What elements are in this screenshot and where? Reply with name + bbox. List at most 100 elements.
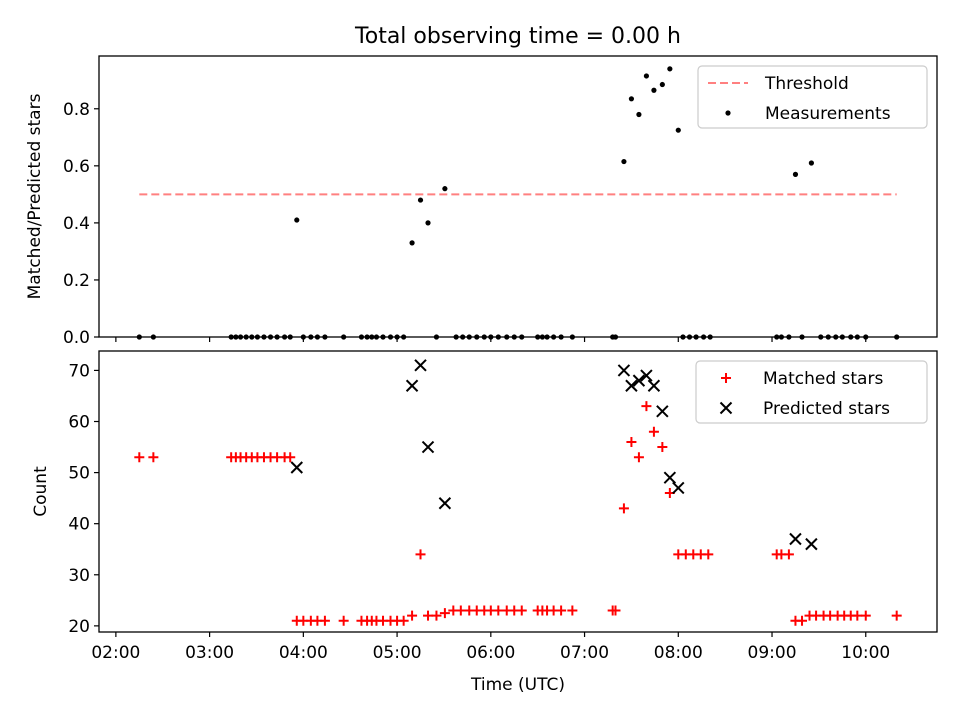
- plot-frame: [98, 350, 938, 633]
- x-tick-label: 02:00: [91, 643, 140, 663]
- y-tick-label: 40: [68, 515, 90, 535]
- legend-box: [695, 360, 928, 424]
- data-point: [703, 549, 714, 560]
- data-point: [431, 610, 442, 621]
- data-point: [805, 537, 818, 551]
- data-point: [407, 610, 418, 621]
- data-point: [493, 605, 504, 616]
- data-point: [294, 217, 300, 223]
- data-point: [797, 615, 808, 626]
- data-point: [625, 379, 638, 392]
- x-tick-label: 03:00: [185, 643, 234, 663]
- ratio-panel: 0.0 0.2 0.4 0.6 0.8 Matched/Predicted stars Th…: [25, 55, 938, 348]
- plot-frame: [98, 55, 938, 338]
- y-tick-label: 0.8: [63, 100, 90, 120]
- y-tick-label: 70: [68, 361, 90, 381]
- count-panel: 20 30 40 50 60 70 02:00 03:00 04:00 05:00 06:00 07:…: [31, 350, 938, 695]
- legend-label: Predicted stars: [763, 399, 890, 419]
- data-point: [516, 605, 527, 616]
- x-tick-label: 10:00: [841, 643, 890, 663]
- data-point: [657, 442, 668, 453]
- data-point: [789, 532, 802, 546]
- x-tick-label: 07:00: [560, 643, 609, 663]
- legend: Threshold Measurements: [697, 65, 928, 129]
- data-point: [134, 452, 145, 463]
- series-predicted-stars: [290, 359, 818, 551]
- legend-label: Threshold: [764, 74, 849, 94]
- data-point: [455, 605, 466, 616]
- data-point: [421, 440, 435, 454]
- y-tick-label: 0.2: [63, 271, 90, 291]
- data-point: [556, 605, 567, 616]
- data-point: [632, 374, 646, 387]
- x-tick-label: 08:00: [654, 643, 703, 663]
- series-matched-stars: [134, 401, 902, 626]
- y-tick-label: 30: [68, 566, 90, 586]
- data-point: [438, 497, 452, 510]
- data-point: [405, 379, 419, 392]
- data-point: [442, 186, 448, 192]
- data-point: [656, 405, 669, 418]
- data-point: [633, 452, 644, 463]
- data-point: [285, 452, 296, 463]
- data-point: [663, 471, 677, 484]
- legend-swatch-predicted: [719, 401, 733, 415]
- y-axis-label: Count: [31, 466, 51, 517]
- data-point: [610, 605, 621, 616]
- data-point: [675, 127, 681, 133]
- data-point: [667, 66, 673, 72]
- data-point: [425, 220, 431, 226]
- data-point: [617, 364, 631, 377]
- y-tick-label: 0.0: [63, 328, 90, 348]
- data-point: [414, 359, 427, 372]
- data-point: [409, 240, 415, 246]
- legend-label: Measurements: [765, 104, 891, 124]
- y-tick-label: 0.6: [63, 157, 90, 177]
- data-point: [618, 503, 629, 514]
- data-point: [567, 605, 578, 616]
- x-tick-label: 05:00: [373, 643, 422, 663]
- data-point: [643, 73, 650, 79]
- data-point: [636, 111, 642, 118]
- y-tick-label: 0.4: [63, 214, 90, 234]
- legend-label: Matched stars: [763, 369, 883, 389]
- data-point: [415, 549, 426, 560]
- data-point: [852, 610, 863, 621]
- figure-title: Total observing time = 0.00 h: [354, 24, 681, 49]
- data-point: [891, 610, 902, 621]
- data-point: [423, 610, 434, 621]
- data-point: [659, 81, 665, 88]
- data-point: [640, 369, 653, 382]
- x-tick-label: 06:00: [466, 643, 515, 663]
- data-point: [626, 436, 637, 447]
- x-axis-label: Time (UTC): [470, 675, 565, 695]
- data-point: [148, 452, 159, 463]
- data-point: [647, 379, 661, 392]
- data-point: [338, 615, 349, 626]
- legend-box: [697, 65, 928, 129]
- data-point: [783, 549, 794, 560]
- data-point: [651, 87, 657, 93]
- y-axis-label: Matched/Predicted stars: [25, 93, 45, 299]
- legend-swatch-matched: [721, 373, 731, 383]
- x-tick-label: 09:00: [748, 643, 797, 663]
- y-tick-label: 60: [68, 413, 90, 433]
- legend-swatch-measurements: [725, 110, 731, 116]
- data-point: [792, 171, 799, 177]
- data-point: [290, 461, 303, 474]
- data-point: [628, 96, 635, 102]
- data-point: [672, 481, 685, 495]
- legend: Matched stars Predicted stars: [695, 360, 928, 424]
- x-tick-label: 04:00: [279, 643, 328, 663]
- y-tick-label: 20: [68, 617, 90, 637]
- data-point: [398, 615, 409, 626]
- data-point: [621, 158, 627, 165]
- data-point: [641, 401, 652, 412]
- y-tick-label: 50: [68, 464, 90, 484]
- data-point: [319, 615, 330, 626]
- data-point: [860, 610, 871, 621]
- data-point: [648, 426, 659, 437]
- data-point: [417, 197, 424, 203]
- data-point: [808, 160, 814, 166]
